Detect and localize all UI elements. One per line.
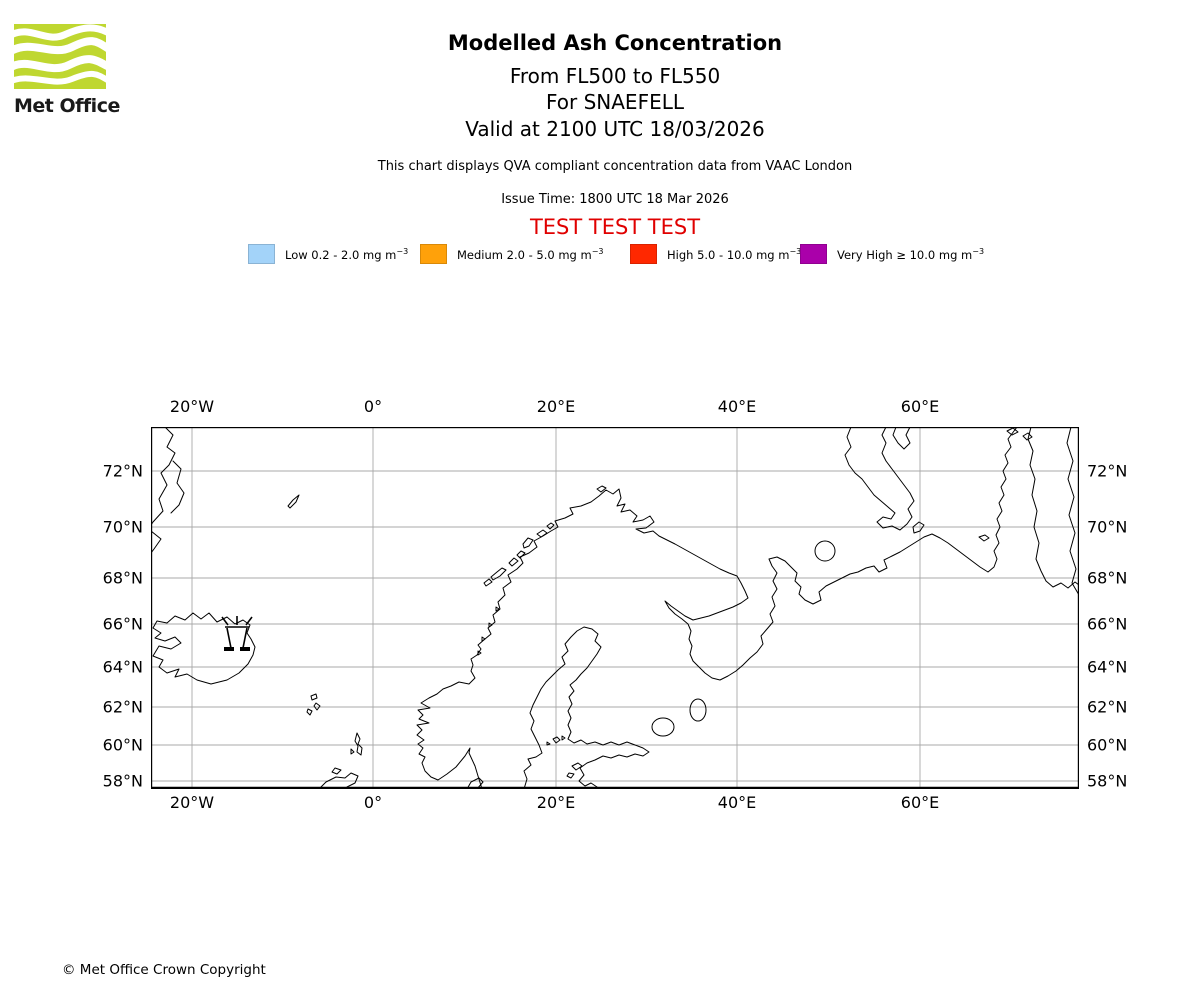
subtitle-flight-levels: From FL500 to FL550: [509, 64, 721, 88]
axis-tick-top-20e: 20°E: [536, 397, 576, 416]
qva-info-line: This chart displays QVA compliant concen…: [377, 159, 853, 174]
coast-gydan: [1027, 427, 1079, 589]
coast-lofoten: [483, 485, 607, 587]
coast-faroes: [306, 693, 321, 716]
axis-tick-bottom-60e: 60°E: [900, 793, 940, 812]
coastlines: [151, 427, 1079, 789]
axis-tick-left-64n: 64°N: [102, 657, 143, 677]
subtitle-volcano: For SNAEFELL: [545, 90, 684, 114]
axis-tick-right-62n: 62°N: [1087, 697, 1128, 717]
axis-tick-right-58n: 58°N: [1087, 771, 1128, 791]
legend-item-high: High 5.0 - 10.0 mg m−3: [630, 244, 801, 264]
page-title: Modelled Ash Concentration: [447, 31, 783, 55]
met-office-waves-icon: [7, 24, 113, 89]
axis-tick-left-66n: 66°N: [102, 614, 143, 634]
coast-greenland: [151, 427, 176, 526]
axis-tick-right-60n: 60°N: [1087, 735, 1128, 755]
axis-tick-left-70n: 70°N: [102, 517, 143, 537]
coast-aland: [546, 735, 566, 746]
issue-time-line: Issue Time: 1800 UTC 18 Mar 2026: [501, 192, 729, 207]
coast-jan-mayen: [287, 494, 300, 509]
axis-tick-right-66n: 66°N: [1087, 614, 1128, 634]
legend-label-low: Low 0.2 - 2.0 mg m−3: [285, 246, 409, 262]
axis-tick-top-60e: 60°E: [900, 397, 940, 416]
legend-swatch-medium: [420, 244, 447, 264]
axis-tick-bottom-20w: 20°W: [169, 793, 215, 812]
legend-item-low: Low 0.2 - 2.0 mg m−3: [248, 244, 408, 264]
coast-shetland: [350, 732, 363, 756]
coast-novaya-zemlya: [844, 427, 915, 531]
met-office-logo: Met Office: [7, 24, 134, 117]
axis-tick-right-68n: 68°N: [1087, 568, 1128, 588]
legend-label-high: High 5.0 - 10.0 mg m−3: [667, 246, 802, 262]
coast-mainland-norway-to-yamal: [416, 427, 1018, 789]
axis-tick-left-72n: 72°N: [102, 461, 143, 481]
axis-tick-left-60n: 60°N: [102, 735, 143, 755]
axis-tick-right-72n: 72°N: [1087, 461, 1128, 481]
lake-onega: [689, 698, 707, 722]
coast-right-edge: [1066, 427, 1079, 596]
axis-tick-right-70n: 70°N: [1087, 517, 1128, 537]
legend-swatch-very-high: [800, 244, 827, 264]
legend-swatch-low: [248, 244, 275, 264]
axis-tick-bottom-0: 0°: [363, 793, 383, 812]
axis-tick-top-40e: 40°E: [717, 397, 757, 416]
legend-label-medium: Medium 2.0 - 5.0 mg m−3: [457, 246, 604, 262]
axis-tick-left-68n: 68°N: [102, 568, 143, 588]
subtitle-valid-time: Valid at 2100 UTC 18/03/2026: [465, 117, 765, 141]
coast-orkney: [331, 767, 342, 775]
test-banner: TEST TEST TEST: [529, 215, 701, 239]
volcano-marker-icon: [221, 616, 253, 651]
copyright-notice: © Met Office Crown Copyright: [62, 962, 266, 978]
coast-kolguyev: [814, 540, 836, 562]
met-office-logo-text: Met Office: [14, 95, 120, 117]
legend-item-medium: Medium 2.0 - 5.0 mg m−3: [420, 244, 604, 264]
legend-swatch-high: [630, 244, 657, 264]
axis-tick-bottom-40e: 40°E: [717, 793, 757, 812]
coast-baltic: [523, 626, 650, 789]
axis-tick-top-20w: 20°W: [169, 397, 215, 416]
axis-tick-right-64n: 64°N: [1087, 657, 1128, 677]
map-frame: [151, 427, 1079, 789]
map-plot-area: 20°W 0° 20°E 40°E 60°E 20°W 0° 20°E 40°E…: [103, 397, 1128, 812]
lake-ladoga: [651, 717, 675, 737]
axis-tick-bottom-20e: 20°E: [536, 793, 576, 812]
coast-iceland: [152, 612, 256, 685]
coast-saaremaa: [566, 762, 583, 779]
graticule-gridlines: [151, 427, 1079, 789]
axis-tick-left-58n: 58°N: [102, 771, 143, 791]
coast-vaygach: [912, 521, 925, 534]
axis-tick-top-0: 0°: [363, 397, 383, 416]
legend-item-very-high: Very High ≥ 10.0 mg m−3: [800, 244, 984, 264]
legend-label-very-high: Very High ≥ 10.0 mg m−3: [837, 246, 985, 262]
axis-tick-left-62n: 62°N: [102, 697, 143, 717]
coast-denmark: [466, 777, 484, 789]
coastline-map: [151, 427, 1079, 789]
